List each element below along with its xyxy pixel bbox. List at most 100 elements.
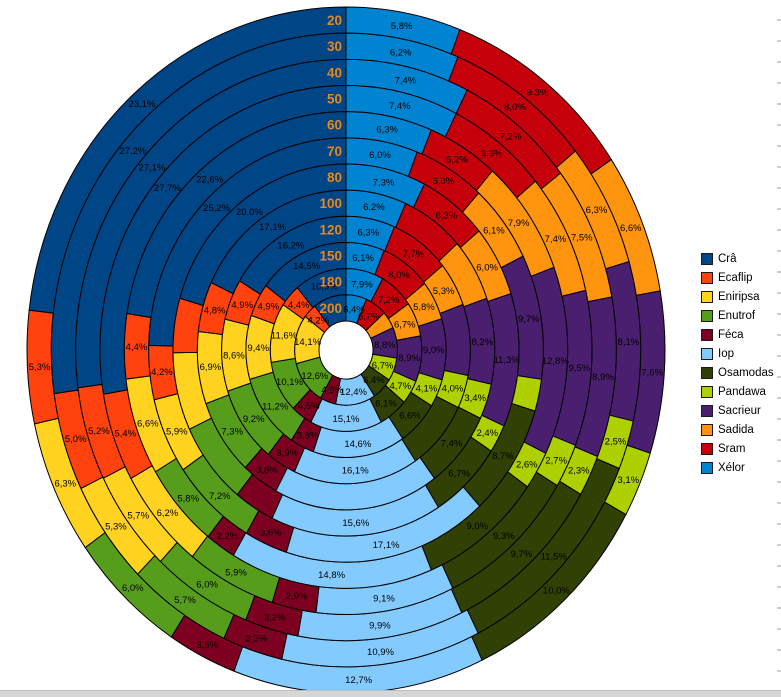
percent-label-Ecaflip-level-40: 5,2%	[88, 426, 110, 437]
percent-label-Iop-level-50: 9,1%	[373, 594, 395, 605]
percent-label-Sacrieur-level-30: 8,1%	[618, 337, 640, 348]
percent-label-Osamodas-level-40: 9,7%	[511, 549, 533, 560]
ring-level-label-180: 180	[319, 275, 342, 290]
legend-item-Sadida[interactable]: Sadida	[701, 420, 774, 439]
percent-label-Crâ-level-180: 10,9%	[311, 281, 338, 292]
percent-label-Iop-level-200: 12,4%	[340, 387, 367, 398]
percent-label-Enutrof-level-40: 6,0%	[196, 580, 218, 591]
legend-item-label: Féca	[718, 328, 744, 341]
percent-label-Iop-level-120: 16,1%	[342, 466, 369, 477]
percent-label-Enutrof-level-50: 5,9%	[225, 567, 247, 578]
percent-label-Crâ-level-150: 14,5%	[293, 261, 320, 272]
ring-level-label-40: 40	[327, 65, 342, 80]
legend-item-label: Eniripsa	[718, 290, 760, 303]
ring-level-label-20: 20	[327, 13, 342, 28]
percent-label-Crâ-level-100: 17,1%	[259, 222, 286, 233]
legend-item-Sram[interactable]: Sram	[701, 439, 774, 458]
percent-label-Iop-level-70: 17,1%	[373, 540, 400, 551]
percent-label-Sadida-level-20: 6,6%	[620, 223, 642, 234]
percent-label-Enutrof-level-60: 5,8%	[177, 494, 199, 505]
percent-label-Sram-level-60: 5,2%	[446, 154, 468, 165]
percent-label-Sadida-level-30: 6,3%	[586, 205, 608, 216]
bottom-window-strip	[0, 690, 781, 697]
legend-item-label: Sadida	[718, 423, 754, 436]
percent-label-Pandawa-level-80: 2,4%	[476, 428, 498, 439]
percent-label-Pandawa-level-100: 3,4%	[464, 393, 486, 404]
percent-label-Xélor-level-100: 6,2%	[363, 202, 385, 213]
percent-label-Féca-level-200: 4,9%	[321, 385, 343, 396]
legend-item-label: Enutrof	[718, 309, 756, 322]
percent-label-Eniripsa-level-60: 6,6%	[137, 418, 159, 429]
percent-label-Xélor-level-70: 6,0%	[369, 150, 391, 161]
legend-swatch-icon	[701, 366, 713, 379]
percent-label-Xélor-level-180: 7,9%	[351, 279, 373, 290]
percent-label-Xélor-level-120: 6,3%	[357, 227, 379, 238]
legend-item-Osamodas[interactable]: Osamodas	[701, 363, 774, 382]
percent-label-Sadida-level-40: 7,5%	[571, 233, 593, 244]
percent-label-Xélor-level-50: 7,4%	[389, 101, 411, 112]
percent-label-Sadida-level-80: 6,0%	[476, 262, 498, 273]
percent-label-Crâ-level-40: 27,1%	[139, 162, 166, 173]
percent-label-Osamodas-level-80: 6,7%	[448, 469, 470, 480]
legend-item-label: Crâ	[718, 252, 737, 265]
percent-label-Crâ-level-50: 27,7%	[154, 183, 181, 194]
legend-item-Féca[interactable]: Féca	[701, 325, 774, 344]
percent-label-Sram-level-150: 8,0%	[388, 270, 410, 281]
legend-item-Sacrieur[interactable]: Sacrieur	[701, 401, 774, 420]
percent-label-Xélor-level-40: 7,4%	[395, 75, 417, 86]
ring-level-label-70: 70	[327, 144, 342, 159]
slice-Crâ-level-200[interactable]	[314, 294, 347, 328]
percent-label-Eniripsa-level-30: 5,3%	[105, 522, 127, 533]
ring-level-label-150: 150	[319, 249, 342, 264]
legend-item-label: Pandawa	[718, 385, 766, 398]
legend-item-Pandawa[interactable]: Pandawa	[701, 382, 774, 401]
percent-label-Féca-level-70: 3,6%	[260, 528, 282, 539]
percent-label-Crâ-level-30: 27,2%	[119, 146, 146, 157]
legend-swatch-icon	[701, 461, 713, 474]
percent-label-Pandawa-level-20: 3,1%	[617, 475, 639, 486]
percent-label-Sacrieur-level-40: 8,9%	[592, 372, 614, 383]
percent-label-Féca-level-20: 3,5%	[196, 640, 218, 651]
legend-swatch-icon	[701, 271, 713, 284]
percent-label-Sacrieur-level-200: 8,8%	[374, 340, 396, 351]
percent-label-Féca-level-40: 3,2%	[264, 612, 286, 623]
percent-label-Féca-level-150: 3,8%	[297, 430, 319, 441]
percent-label-Iop-level-30: 10,9%	[367, 647, 394, 658]
percent-label-Pandawa-level-40: 2,3%	[568, 466, 590, 477]
legend-item-Xélor[interactable]: Xélor	[701, 458, 774, 477]
legend-item-label: Iop	[718, 347, 734, 360]
percent-label-Iop-level-40: 9,9%	[369, 621, 391, 632]
legend-item-Crâ[interactable]: Crâ	[701, 249, 774, 268]
legend-item-Eniripsa[interactable]: Eniripsa	[701, 287, 774, 306]
legend-item-Enutrof[interactable]: Enutrof	[701, 306, 774, 325]
percent-label-Ecaflip-level-20: 5,3%	[29, 362, 51, 373]
legend-item-label: Osamodas	[718, 366, 774, 379]
percent-label-Ecaflip-level-200: 4,2%	[307, 316, 329, 327]
ring-level-label-60: 60	[327, 118, 342, 133]
percent-label-Enutrof-level-30: 5,7%	[174, 595, 196, 606]
percent-label-Eniripsa-level-200: 14,1%	[294, 337, 321, 348]
legend-item-Ecaflip[interactable]: Ecaflip	[701, 268, 774, 287]
percent-label-Eniripsa-level-20: 6,3%	[54, 479, 76, 490]
legend-swatch-icon	[701, 328, 713, 341]
percent-label-Féca-level-60: 2,2%	[217, 531, 239, 542]
legend-swatch-icon	[701, 404, 713, 417]
percent-label-Féca-level-180: 4,5%	[298, 401, 320, 412]
legend-item-Iop[interactable]: Iop	[701, 344, 774, 363]
percent-label-Sram-level-80: 6,3%	[435, 210, 457, 221]
percent-label-Iop-level-20: 12,7%	[345, 675, 372, 686]
percent-label-Sram-level-70: 6,0%	[432, 176, 454, 187]
ring-level-label-120: 120	[319, 222, 342, 237]
legend-swatch-icon	[701, 309, 713, 322]
percent-label-Eniripsa-level-120: 8,6%	[223, 350, 245, 361]
percent-label-Pandawa-level-60: 2,6%	[516, 459, 538, 470]
percent-label-Xélor-level-80: 7,3%	[373, 177, 395, 188]
percent-label-Xélor-level-60: 6,3%	[376, 125, 398, 136]
percent-label-Sram-level-20: 9,8%	[527, 88, 549, 99]
legend: Crâ Ecaflip Eniripsa Enutrof Féca Iop Osamodas…	[701, 249, 774, 477]
percent-label-Osamodas-level-60: 9,0%	[466, 521, 488, 532]
percent-label-Pandawa-level-150: 4,1%	[416, 384, 438, 395]
percent-label-Osamodas-level-200: 6,4%	[363, 375, 385, 386]
